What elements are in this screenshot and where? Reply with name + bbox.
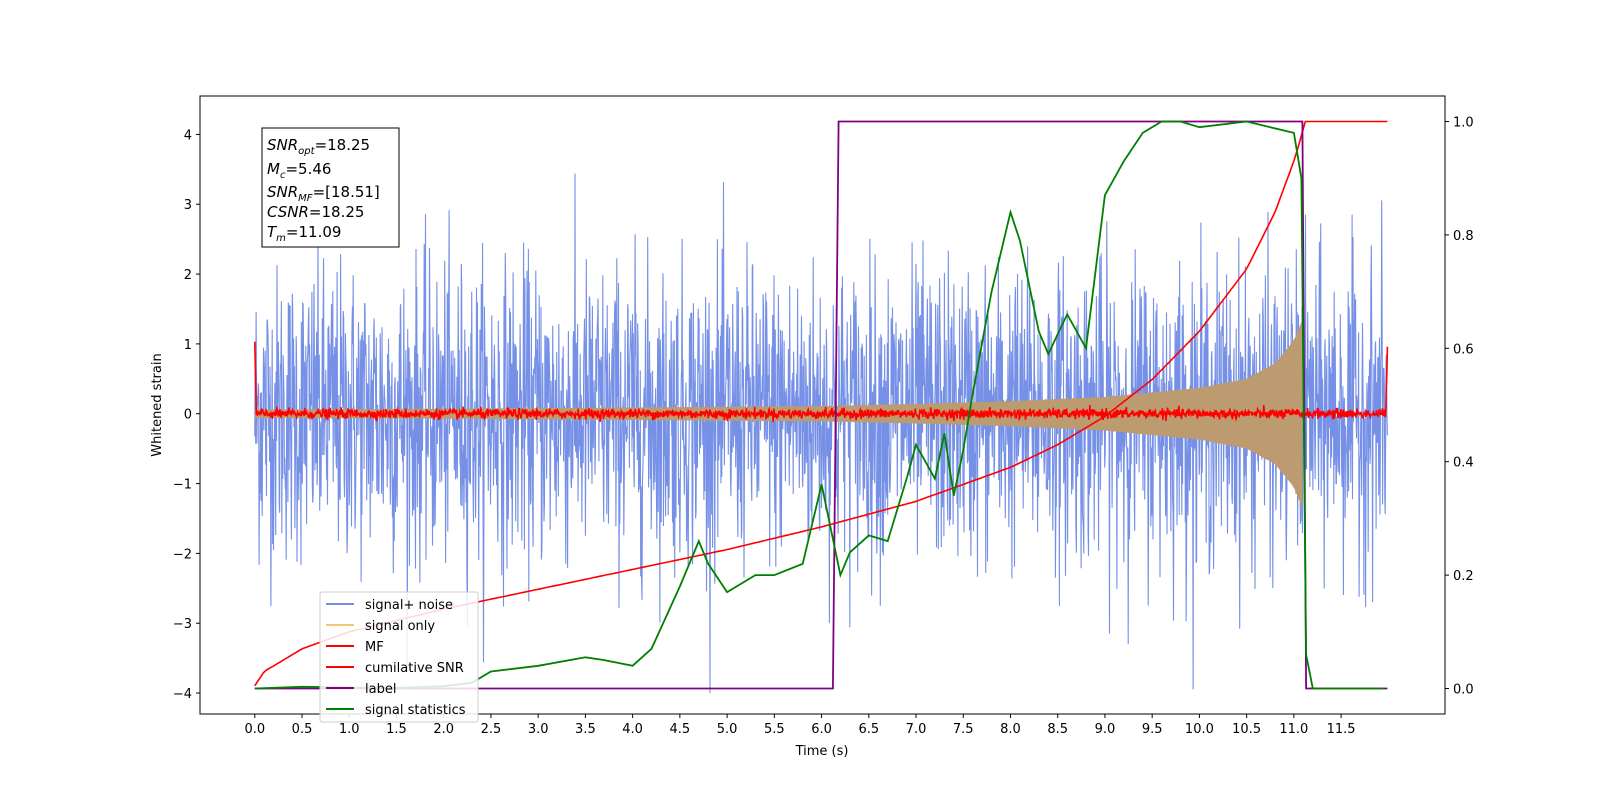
x-tick-label: 3.5 <box>575 722 596 737</box>
x-axis: 0.0 0.5 1.0 1.5 2.0 2.5 3.0 3.5 4.0 4.5 5.0 5.5 6.0 6… <box>244 714 1356 737</box>
x-tick-label: 5.0 <box>717 722 738 737</box>
x-tick-label: 9.0 <box>1095 722 1116 737</box>
x-tick-label: 1.0 <box>339 722 360 737</box>
y-axis-title: Whitened strain <box>150 353 165 456</box>
annotation-frame <box>261 127 400 248</box>
legend-label: signal+ noise <box>365 598 453 613</box>
x-tick-label: 4.5 <box>670 722 691 737</box>
x-tick-label: 2.5 <box>481 722 502 737</box>
x-axis-title: Time (s) <box>795 744 849 759</box>
y-axis-left: −4 −3 −2 −1 0 1 2 3 4 <box>173 128 200 702</box>
y-tick-label: 0 <box>184 408 192 423</box>
y2-tick-label: 0.6 <box>1453 342 1474 357</box>
legend-label: signal statistics <box>365 703 466 718</box>
x-tick-label: 10.0 <box>1185 722 1214 737</box>
x-tick-label: 8.0 <box>1000 722 1021 737</box>
y2-tick-label: 0.0 <box>1453 682 1474 697</box>
x-tick-label: 11.0 <box>1279 722 1308 737</box>
x-tick-label: 10.5 <box>1232 722 1261 737</box>
y-tick-label: 2 <box>184 268 192 283</box>
x-tick-label: 1.5 <box>386 722 407 737</box>
legend-label: label <box>365 682 396 697</box>
annotation-box: SNRopt=18.25 Mc=5.46 SNRMF=[18.51] CSNR=… <box>261 127 400 248</box>
annotation-tm: Tm=11.09 <box>267 223 341 244</box>
y-axis-right: 0.0 0.2 0.4 0.6 0.8 1.0 <box>1445 116 1474 697</box>
y-tick-label: −2 <box>173 547 192 562</box>
y-tick-label: 4 <box>184 128 192 143</box>
x-tick-label: 0.5 <box>292 722 313 737</box>
y-tick-label: −4 <box>173 687 192 702</box>
y-tick-label: −1 <box>173 478 192 493</box>
annotation-snr-opt: SNRopt=18.25 <box>267 136 370 157</box>
x-tick-label: 4.0 <box>622 722 643 737</box>
y2-tick-label: 0.2 <box>1453 569 1474 584</box>
x-tick-label: 7.5 <box>953 722 974 737</box>
x-tick-label: 5.5 <box>764 722 785 737</box>
x-tick-label: 2.0 <box>433 722 454 737</box>
x-tick-label: 8.5 <box>1047 722 1068 737</box>
y-tick-label: 3 <box>184 198 192 213</box>
plot-frame <box>199 95 1446 715</box>
series-mf <box>254 341 1389 423</box>
x-tick-label: 6.5 <box>858 722 879 737</box>
x-tick-label: 3.0 <box>528 722 549 737</box>
x-tick-label: 7.0 <box>906 722 927 737</box>
annotation-mc: Mc=5.46 <box>267 160 331 181</box>
legend-label: cumilative SNR <box>365 661 464 676</box>
legend-label: signal only <box>365 619 435 634</box>
annotation-csnr: CSNR=18.25 <box>267 203 364 221</box>
legend: signal+ noise signal only MF cumilative SNR… <box>319 591 479 723</box>
series-signal-statistics <box>254 120 1384 690</box>
annotation-snr-mf: SNRMF=[18.51] <box>267 183 380 204</box>
x-tick-label: 0.0 <box>244 722 265 737</box>
y-tick-label: −3 <box>173 617 192 632</box>
y2-tick-label: 0.4 <box>1453 456 1474 471</box>
x-tick-label: 6.0 <box>811 722 832 737</box>
y2-tick-label: 0.8 <box>1453 229 1474 244</box>
x-tick-label: 11.5 <box>1327 722 1356 737</box>
y2-tick-label: 1.0 <box>1453 116 1474 131</box>
x-tick-label: 9.5 <box>1142 722 1163 737</box>
y-tick-label: 1 <box>184 338 192 353</box>
legend-frame <box>319 591 479 723</box>
legend-label: MF <box>365 640 384 655</box>
